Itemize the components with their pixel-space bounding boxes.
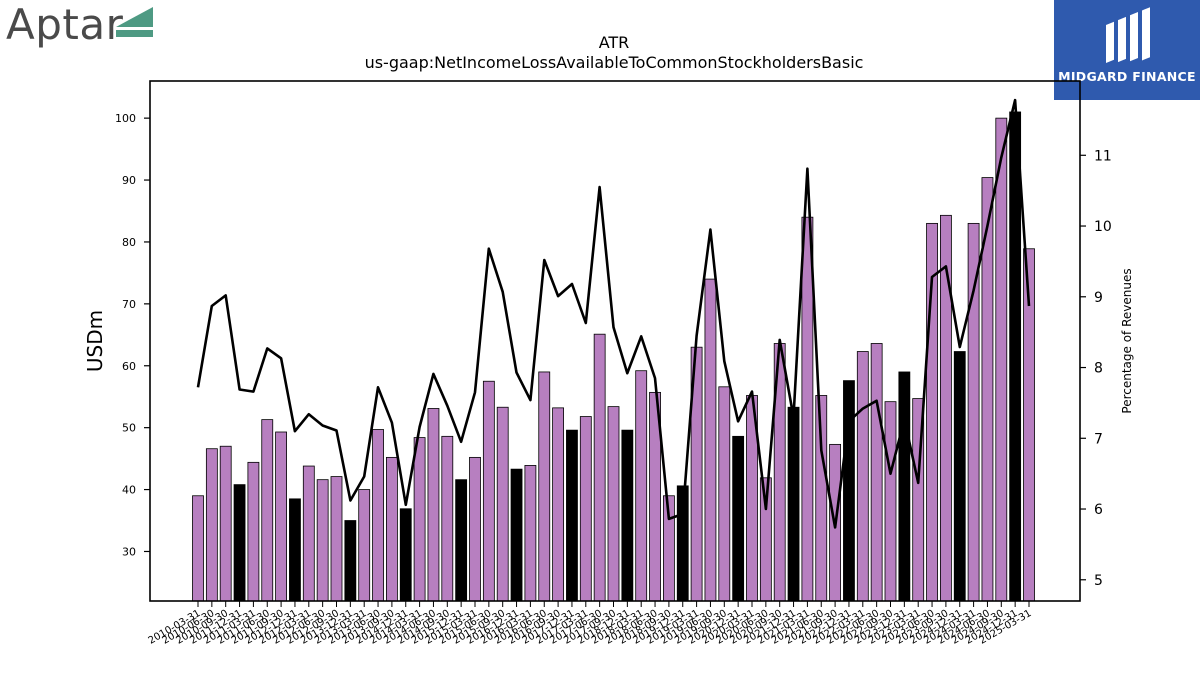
bar-2024-09-30	[995, 117, 1008, 602]
y-right-tick-label-10: 10	[1094, 219, 1112, 235]
bar-2011-06-30	[261, 419, 274, 602]
bar-2013-03-31	[358, 489, 371, 602]
midgard-finance-logo: MIDGARD FINANCE	[1054, 0, 1200, 100]
bar-2020-12-31	[787, 406, 800, 602]
chart-subtitle: us-gaap:NetIncomeLossAvailableToCommonSt…	[365, 53, 864, 72]
y-right-tick-label-6: 6	[1094, 502, 1103, 518]
y-tick-label-70: 70	[122, 298, 136, 311]
bar-2016-09-30	[552, 407, 564, 602]
bar-2013-09-30	[385, 456, 398, 602]
bar-2022-09-30	[884, 401, 897, 602]
bar-2011-09-30	[275, 431, 288, 602]
bar-2018-03-31	[635, 370, 648, 602]
bar-2016-03-31	[524, 465, 537, 602]
bar-2024-03-31	[967, 222, 980, 602]
y-tick-label-40: 40	[122, 484, 136, 497]
bar-2014-03-31	[413, 437, 426, 602]
bar-2015-12-31	[510, 468, 523, 602]
bar-2015-06-30	[482, 380, 495, 602]
bar-2012-12-31	[344, 520, 357, 602]
y-right-tick-label-7: 7	[1094, 431, 1103, 447]
bar-2012-06-30	[316, 479, 329, 602]
bar-2010-03-31	[192, 495, 204, 602]
bar-2019-09-30	[718, 386, 731, 602]
aptar-logo: Aptar	[0, 0, 170, 50]
y-right-tick-label-5: 5	[1094, 573, 1103, 589]
bar-2021-12-31	[843, 380, 855, 602]
y-right-tick-label-9: 9	[1094, 290, 1103, 306]
bar-2014-06-30	[427, 408, 440, 602]
bar-2017-09-30	[607, 406, 620, 602]
y-axis-right-label: Percentage of Revenues	[1120, 268, 1134, 413]
y-tick-label-80: 80	[122, 236, 136, 249]
bar-2013-06-30	[372, 429, 384, 602]
bar-2011-03-31	[247, 461, 260, 602]
percentage-line	[196, 98, 1031, 529]
bar-2010-09-30	[219, 445, 232, 602]
bar-2017-03-31	[579, 416, 592, 602]
bar-2017-06-30	[593, 333, 606, 602]
bar-2014-12-31	[455, 479, 468, 602]
midgard-logo-text: MIDGARD FINANCE	[1058, 69, 1196, 84]
y-tick-label-30: 30	[122, 545, 136, 558]
bar-2017-12-31	[621, 429, 634, 602]
bar-2019-06-30	[704, 278, 717, 602]
bar-2010-12-31	[233, 484, 246, 602]
bar-2014-09-30	[441, 435, 454, 602]
bar-2012-09-30	[330, 476, 343, 602]
aptar-mark-icon	[116, 7, 153, 37]
plot-frame	[149, 80, 1081, 602]
bar-2022-03-31	[856, 351, 869, 602]
y-axis-label: USDm	[83, 310, 107, 372]
bar-2024-12-31	[1009, 111, 1022, 602]
y-right-tick-label-8: 8	[1094, 361, 1103, 377]
y-tick-label-90: 90	[122, 174, 136, 187]
bar-2013-12-31	[399, 508, 412, 602]
y-tick-label-100: 100	[115, 112, 136, 125]
bar-2010-06-30	[205, 448, 218, 602]
bar-2012-03-31	[302, 465, 315, 602]
y-tick-label-50: 50	[122, 422, 136, 435]
bar-2011-12-31	[289, 498, 301, 602]
bar-2016-06-30	[538, 371, 551, 602]
bar-2016-12-31	[566, 429, 578, 602]
bar-2022-06-30	[870, 343, 883, 602]
bar-2015-09-30	[496, 406, 509, 602]
bar-2015-03-31	[469, 456, 481, 602]
aptar-logo-text: Aptar	[6, 0, 124, 49]
bar-2022-12-31	[898, 371, 911, 602]
bar-2021-03-31	[801, 216, 814, 602]
midgard-mark-icon	[1106, 7, 1150, 63]
bar-2023-12-31	[953, 351, 966, 602]
bar-2019-12-31	[732, 435, 745, 602]
chart-title: ATR	[599, 33, 630, 52]
y-tick-label-60: 60	[122, 360, 136, 373]
y-right-tick-label-11: 11	[1094, 148, 1112, 164]
